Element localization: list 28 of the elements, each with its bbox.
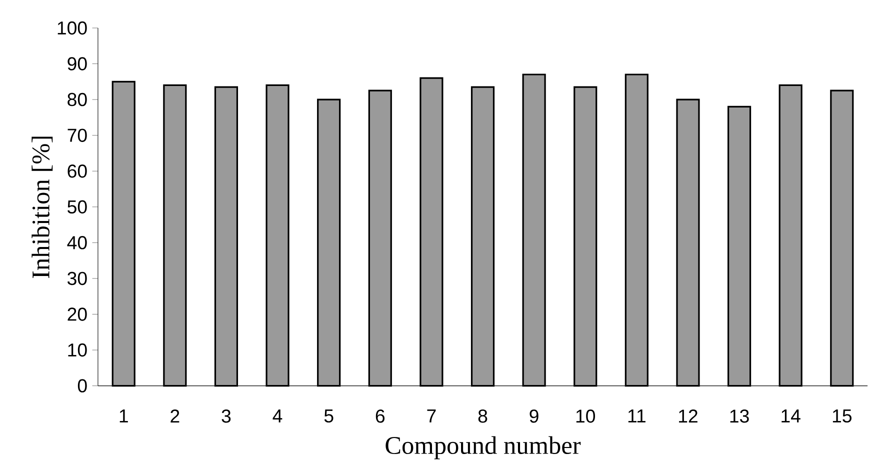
x-tick-label: 1	[120, 410, 128, 422]
x-tick-label: 3	[222, 410, 231, 423]
y-tick-label: 40	[67, 236, 87, 250]
x-axis-title: Compound number	[386, 436, 581, 460]
x-tick-label: 15	[832, 410, 852, 423]
y-tick-label: 90	[68, 57, 87, 70]
x-tick-label: 6	[376, 410, 385, 423]
y-tick-label: 10	[68, 344, 87, 357]
x-tick-label: 8	[478, 410, 488, 423]
x-tick-label: 4	[272, 410, 282, 422]
x-tick-label: 12	[679, 410, 698, 423]
y-tick-label: 30	[68, 272, 87, 286]
y-tick-label: 100	[58, 21, 87, 35]
y-tick-label: 50	[68, 200, 87, 214]
y-tick-label: 20	[68, 308, 87, 321]
x-tick-label: 10	[576, 410, 596, 423]
x-tick-label: 5	[324, 410, 334, 423]
y-tick-label: 80	[68, 93, 87, 106]
y-tick-label: 60	[68, 164, 87, 178]
x-tick-label: 14	[782, 410, 800, 422]
x-tick-label: 9	[530, 410, 538, 423]
x-tick-label: 13	[730, 410, 749, 423]
x-tick-label: 2	[170, 410, 180, 423]
y-axis-title: Inhibition [%]	[32, 136, 53, 278]
y-tick-label: 70	[68, 128, 87, 142]
y-tick-label: 0	[78, 379, 87, 393]
x-tick-label: 7	[427, 410, 436, 422]
x-tick-label: 11	[628, 410, 646, 422]
